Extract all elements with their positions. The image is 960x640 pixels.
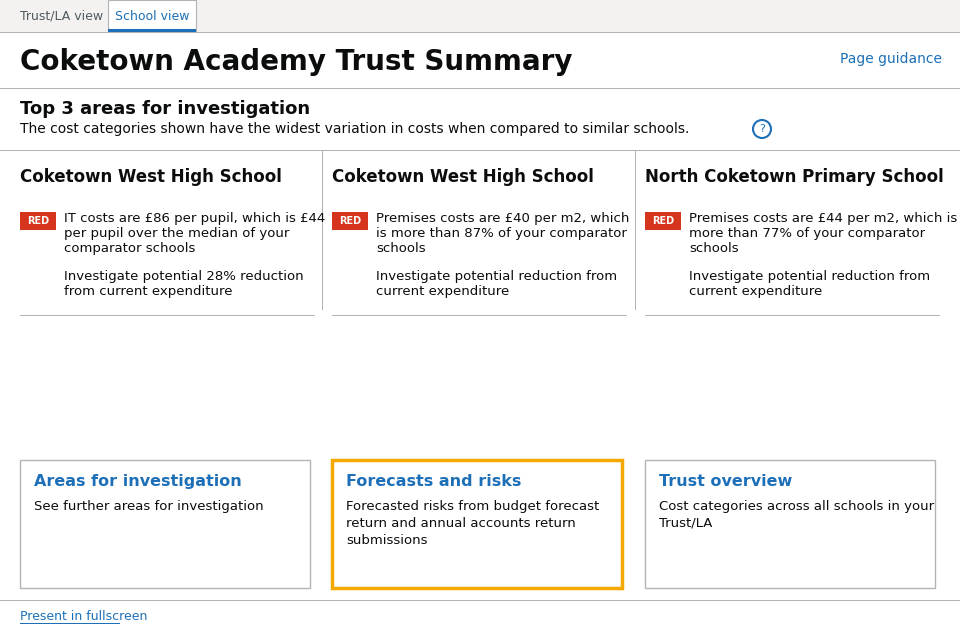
Bar xyxy=(645,315,940,316)
Bar xyxy=(20,212,56,230)
Text: from current expenditure: from current expenditure xyxy=(64,285,232,298)
Text: more than 77% of your comparator: more than 77% of your comparator xyxy=(689,227,925,240)
Bar xyxy=(0,88,960,89)
Text: Cost categories across all schools in your: Cost categories across all schools in yo… xyxy=(659,500,934,513)
Text: Premises costs are £44 per m2, which is: Premises costs are £44 per m2, which is xyxy=(689,212,957,225)
Text: Forecasts and risks: Forecasts and risks xyxy=(346,474,521,489)
Text: Premises costs are £40 per m2, which: Premises costs are £40 per m2, which xyxy=(376,212,630,225)
Text: RED: RED xyxy=(27,216,49,226)
Text: North Coketown Primary School: North Coketown Primary School xyxy=(645,168,944,186)
Bar xyxy=(0,0,960,32)
Bar xyxy=(108,29,196,32)
Text: ?: ? xyxy=(759,124,765,134)
Text: School view: School view xyxy=(115,10,189,22)
Text: Page guidance: Page guidance xyxy=(840,52,942,66)
Text: current expenditure: current expenditure xyxy=(689,285,823,298)
Text: schools: schools xyxy=(689,242,738,255)
Bar xyxy=(20,315,315,316)
Text: submissions: submissions xyxy=(346,534,427,547)
Text: Trust overview: Trust overview xyxy=(659,474,792,489)
Bar xyxy=(645,212,681,230)
Text: Present in fullscreen: Present in fullscreen xyxy=(20,610,148,623)
Text: Areas for investigation: Areas for investigation xyxy=(34,474,242,489)
Text: comparator schools: comparator schools xyxy=(64,242,196,255)
Text: per pupil over the median of your: per pupil over the median of your xyxy=(64,227,289,240)
Bar xyxy=(0,150,960,151)
Text: current expenditure: current expenditure xyxy=(376,285,509,298)
Bar xyxy=(322,150,323,310)
Bar xyxy=(635,150,636,310)
Text: Trust/LA view: Trust/LA view xyxy=(20,10,103,22)
Text: IT costs are £86 per pupil, which is £44: IT costs are £86 per pupil, which is £44 xyxy=(64,212,325,225)
Bar xyxy=(0,32,960,33)
Bar xyxy=(20,623,120,624)
Text: Investigate potential reduction from: Investigate potential reduction from xyxy=(689,270,930,283)
Text: return and annual accounts return: return and annual accounts return xyxy=(346,517,576,530)
Text: is more than 87% of your comparator: is more than 87% of your comparator xyxy=(376,227,627,240)
Text: Forecasted risks from budget forecast: Forecasted risks from budget forecast xyxy=(346,500,599,513)
Text: Trust/LA: Trust/LA xyxy=(659,517,712,530)
Bar xyxy=(108,0,196,32)
Text: Coketown Academy Trust Summary: Coketown Academy Trust Summary xyxy=(20,48,572,76)
Text: Coketown West High School: Coketown West High School xyxy=(332,168,594,186)
Text: Investigate potential reduction from: Investigate potential reduction from xyxy=(376,270,617,283)
Bar xyxy=(645,460,935,588)
Text: See further areas for investigation: See further areas for investigation xyxy=(34,500,264,513)
Text: schools: schools xyxy=(376,242,425,255)
Bar xyxy=(332,212,368,230)
Text: Top 3 areas for investigation: Top 3 areas for investigation xyxy=(20,100,310,118)
Bar xyxy=(332,315,627,316)
Text: RED: RED xyxy=(339,216,361,226)
Bar xyxy=(0,600,960,601)
Text: Investigate potential 28% reduction: Investigate potential 28% reduction xyxy=(64,270,303,283)
Text: RED: RED xyxy=(652,216,674,226)
Text: Coketown West High School: Coketown West High School xyxy=(20,168,282,186)
Bar xyxy=(332,460,622,588)
Text: The cost categories shown have the widest variation in costs when compared to si: The cost categories shown have the wides… xyxy=(20,122,689,136)
Bar xyxy=(20,460,310,588)
